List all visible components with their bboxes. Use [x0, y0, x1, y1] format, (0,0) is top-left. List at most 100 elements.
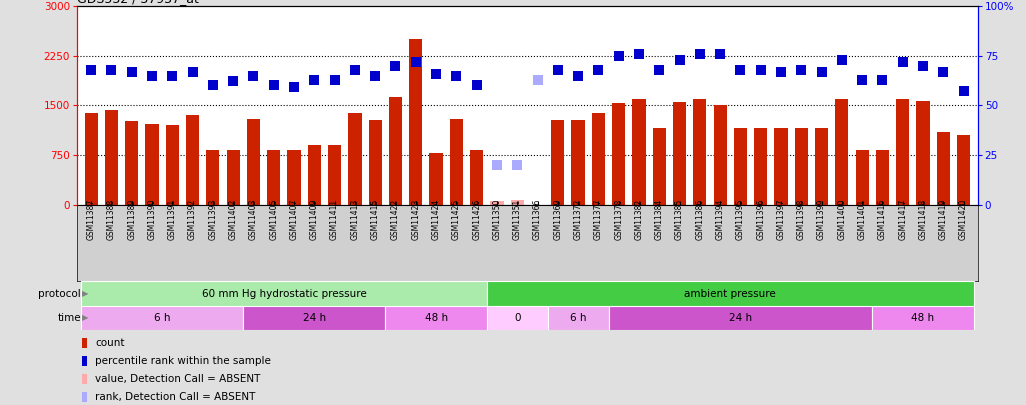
- Bar: [267, 150, 280, 205]
- Text: ambient pressure: ambient pressure: [684, 289, 776, 298]
- Bar: [206, 149, 220, 205]
- Point: [144, 72, 160, 79]
- Text: ▶: ▶: [82, 313, 88, 322]
- Bar: [592, 113, 605, 205]
- Bar: [368, 120, 382, 205]
- Text: 6 h: 6 h: [154, 313, 170, 323]
- Text: 24 h: 24 h: [728, 313, 752, 323]
- Point: [874, 76, 891, 83]
- Bar: [247, 119, 260, 205]
- Bar: [449, 119, 463, 205]
- Text: 48 h: 48 h: [425, 313, 447, 323]
- Point: [671, 56, 687, 63]
- Point: [326, 76, 343, 83]
- Bar: [328, 145, 342, 205]
- Point: [428, 70, 444, 77]
- Bar: [186, 115, 199, 205]
- Bar: [754, 128, 767, 205]
- Point: [185, 68, 201, 75]
- Bar: [105, 110, 118, 205]
- Bar: [673, 102, 686, 205]
- Point: [569, 72, 586, 79]
- Bar: [896, 99, 909, 205]
- Point: [550, 66, 566, 73]
- Point: [895, 58, 911, 65]
- Text: 60 mm Hg hydrostatic pressure: 60 mm Hg hydrostatic pressure: [201, 289, 366, 298]
- Point: [387, 62, 403, 69]
- Point: [104, 66, 120, 73]
- Bar: [82, 356, 87, 366]
- Bar: [872, 306, 974, 330]
- Point: [286, 84, 303, 91]
- Text: rank, Detection Call = ABSENT: rank, Detection Call = ABSENT: [95, 392, 255, 402]
- Text: ▶: ▶: [82, 289, 88, 298]
- Bar: [430, 153, 442, 205]
- Bar: [815, 128, 828, 205]
- Point: [590, 66, 606, 73]
- Bar: [146, 124, 159, 205]
- Bar: [632, 99, 645, 205]
- Bar: [82, 392, 87, 403]
- Point: [955, 88, 972, 95]
- Bar: [775, 128, 788, 205]
- Bar: [81, 281, 486, 306]
- Point: [469, 82, 485, 89]
- Text: 0: 0: [514, 313, 520, 323]
- Bar: [548, 306, 608, 330]
- Point: [529, 76, 546, 83]
- Text: percentile rank within the sample: percentile rank within the sample: [95, 356, 271, 366]
- Point: [773, 68, 789, 75]
- Point: [814, 68, 830, 75]
- Bar: [937, 132, 950, 205]
- Text: protocol: protocol: [38, 289, 81, 298]
- Point: [752, 66, 768, 73]
- Bar: [608, 306, 872, 330]
- Point: [652, 66, 668, 73]
- Bar: [84, 113, 97, 205]
- Bar: [957, 135, 971, 205]
- Bar: [795, 128, 807, 205]
- Bar: [486, 281, 974, 306]
- Point: [610, 53, 627, 59]
- Bar: [916, 101, 930, 205]
- Bar: [287, 149, 301, 205]
- Bar: [470, 150, 483, 205]
- Bar: [511, 200, 524, 205]
- Bar: [490, 201, 504, 205]
- Bar: [386, 306, 486, 330]
- Point: [407, 58, 424, 65]
- Point: [306, 76, 322, 83]
- Point: [733, 66, 749, 73]
- Text: 24 h: 24 h: [303, 313, 326, 323]
- Bar: [227, 149, 240, 205]
- Point: [712, 51, 728, 57]
- Point: [347, 66, 363, 73]
- Point: [83, 66, 100, 73]
- Text: value, Detection Call = ABSENT: value, Detection Call = ABSENT: [95, 374, 261, 384]
- Point: [915, 62, 932, 69]
- Text: count: count: [95, 338, 124, 347]
- Bar: [308, 145, 321, 205]
- Point: [509, 162, 525, 168]
- Bar: [409, 39, 423, 205]
- Text: 6 h: 6 h: [569, 313, 586, 323]
- Point: [793, 66, 810, 73]
- Bar: [694, 99, 707, 205]
- Bar: [348, 113, 361, 205]
- Point: [692, 51, 708, 57]
- Point: [204, 82, 221, 89]
- Bar: [243, 306, 386, 330]
- Point: [488, 162, 505, 168]
- Bar: [166, 125, 179, 205]
- Bar: [551, 120, 564, 205]
- Point: [164, 72, 181, 79]
- Point: [266, 82, 282, 89]
- Bar: [81, 306, 243, 330]
- Bar: [389, 97, 402, 205]
- Point: [448, 72, 465, 79]
- Bar: [82, 338, 87, 348]
- Bar: [125, 121, 139, 205]
- Bar: [734, 128, 747, 205]
- Point: [834, 56, 851, 63]
- Bar: [571, 120, 585, 205]
